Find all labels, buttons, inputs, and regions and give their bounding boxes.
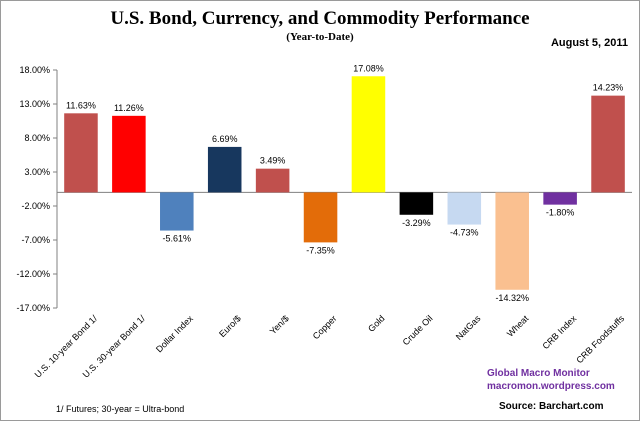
data-label: -3.29%: [402, 218, 431, 228]
category-label: Euro/$: [217, 313, 243, 339]
bar: [591, 95, 625, 193]
data-label: 11.63%: [66, 100, 96, 110]
y-tick-label: -2.00%: [21, 201, 50, 211]
bar: [495, 192, 529, 290]
bar: [64, 113, 98, 193]
y-tick-label: 13.00%: [19, 99, 50, 109]
bar: [303, 192, 338, 243]
y-tick-label: 18.00%: [19, 65, 50, 75]
data-label: -4.73%: [450, 228, 479, 238]
data-label: 3.49%: [260, 156, 286, 166]
bar: [447, 192, 482, 225]
y-tick-label: 8.00%: [24, 133, 50, 143]
category-label: Copper: [311, 313, 339, 341]
bar: [543, 192, 577, 205]
credit-line-2: macromon.wordpress.com: [487, 381, 615, 392]
category-label: Yen/$: [268, 313, 291, 336]
data-label: -1.80%: [546, 208, 575, 218]
y-tick-label: -12.00%: [16, 269, 50, 279]
credit-line-1: Global Macro Monitor: [487, 368, 590, 379]
category-label: Wheat: [505, 313, 531, 339]
data-label: 6.69%: [212, 134, 238, 144]
chart-title: U.S. Bond, Currency, and Commodity Perfo…: [110, 8, 530, 29]
y-tick-label: 3.00%: [24, 167, 50, 177]
chart-subtitle: (Year-to-Date): [286, 31, 354, 43]
category-label: CRB Foodstuffs: [574, 313, 626, 365]
category-label: CRB Index: [540, 313, 578, 351]
chart-date: August 5, 2011: [550, 37, 628, 49]
bar: [112, 115, 146, 193]
data-label: 11.26%: [114, 103, 144, 113]
bar: [255, 168, 290, 193]
category-label: Crude Oil: [401, 313, 435, 347]
category-label: NatGas: [454, 313, 483, 342]
footnote: 1/ Futures; 30-year = Ultra-bond: [56, 404, 185, 414]
data-label: 17.08%: [353, 63, 384, 73]
bar: [399, 192, 434, 215]
bar: [351, 76, 386, 193]
bar: [160, 192, 194, 231]
data-label: -14.32%: [495, 293, 529, 303]
y-tick-label: -17.00%: [16, 303, 50, 313]
category-label: Dollar Index: [154, 313, 195, 354]
data-label: -7.35%: [306, 245, 335, 255]
data-label: -5.61%: [163, 234, 192, 244]
y-tick-label: -7.00%: [21, 235, 50, 245]
source-text: Source: Barchart.com: [499, 401, 604, 412]
data-label: 14.23%: [593, 83, 624, 93]
category-label: Gold: [366, 313, 387, 334]
bar: [207, 146, 242, 193]
